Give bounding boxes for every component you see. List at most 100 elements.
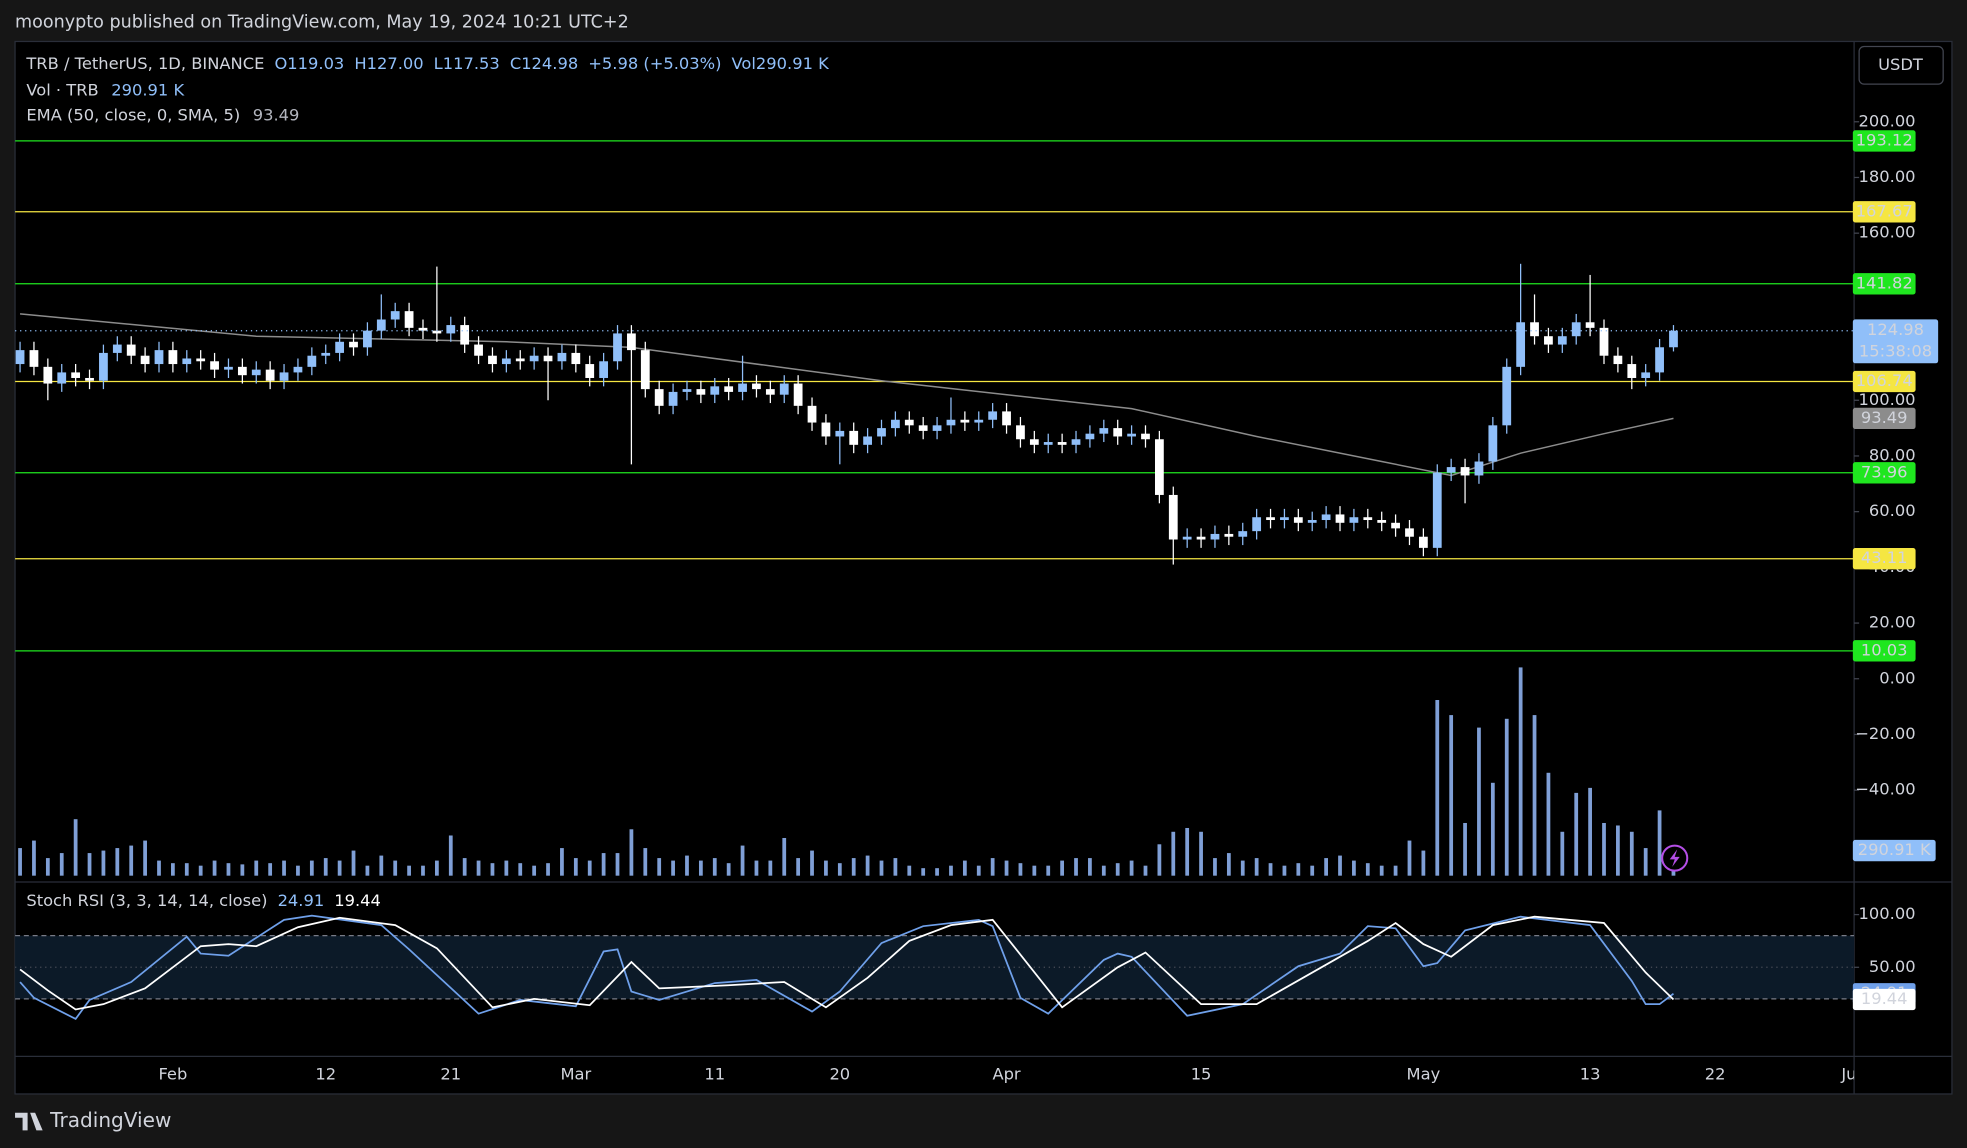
volume-bar: [32, 840, 36, 876]
legend-vol-title: Vol · TRB: [26, 80, 98, 99]
candle-body: [1307, 520, 1317, 523]
candle-body: [1168, 494, 1178, 540]
candle-body: [460, 325, 470, 345]
volume-bar: [893, 858, 898, 876]
alert-bolt[interactable]: [1669, 849, 1680, 867]
y-tick-label: 160.00: [1859, 223, 1916, 242]
alert-icon[interactable]: [1661, 844, 1689, 872]
candle-body: [1502, 366, 1512, 426]
volume-bar: [837, 863, 842, 876]
volume-bar: [198, 865, 203, 876]
y-tick-label: 100.00: [1859, 390, 1916, 409]
volume-bar: [1588, 787, 1592, 876]
volume-bar: [1532, 715, 1537, 876]
volume-bar: [1060, 860, 1065, 876]
candle-body: [1516, 322, 1526, 367]
candle-body: [779, 383, 789, 395]
x-tick-label: May: [1407, 1065, 1441, 1084]
candle-body: [835, 430, 845, 437]
volume-bar: [1282, 865, 1287, 876]
volume-bar: [990, 858, 995, 876]
x-tick-label: 20: [829, 1065, 850, 1084]
footer-logo[interactable]: TradingView: [15, 1108, 171, 1132]
volume-bar: [1490, 782, 1495, 876]
volume-bar: [240, 864, 245, 876]
volume-bar: [1574, 792, 1579, 876]
volume-bar: [1379, 865, 1384, 876]
candle-body: [265, 369, 275, 381]
volume-bar: [462, 858, 467, 876]
volume-bar: [129, 845, 134, 876]
level-label: 73.96: [1861, 462, 1908, 481]
volume-bar: [87, 853, 92, 876]
volume-bar: [671, 860, 675, 876]
candle-body: [1224, 533, 1234, 537]
y-tick-label: −20.00: [1855, 724, 1915, 743]
stoch-pane: [15, 914, 1855, 1021]
volume-bar: [1365, 863, 1370, 876]
candle-body: [1585, 322, 1595, 328]
currency-button[interactable]: [1858, 45, 1944, 85]
volume-bar: [1157, 844, 1162, 876]
candle-body: [724, 386, 734, 392]
volume-bar: [1504, 718, 1509, 876]
logo-text[interactable]: TradingView: [49, 1108, 171, 1132]
countdown-label: 15:38:08: [1859, 342, 1932, 361]
candle-body: [1280, 517, 1289, 521]
volume-label: 290.91 K: [1858, 840, 1932, 859]
logo-mark[interactable]: [15, 1112, 43, 1131]
x-tick-label: 11: [704, 1065, 725, 1084]
candle-body: [446, 325, 456, 334]
y-tick-label: 180.00: [1859, 167, 1916, 186]
candle-body: [1141, 433, 1150, 440]
volume-bar: [587, 860, 592, 876]
volume-bar: [1421, 850, 1426, 876]
volume-bar: [1018, 863, 1023, 876]
y-tick-label: −40.00: [1855, 780, 1915, 799]
candle-body: [1293, 517, 1303, 523]
level-label: 141.82: [1856, 273, 1913, 292]
candle-body: [974, 419, 984, 423]
level-label: 193.12: [1856, 130, 1913, 149]
legend-stoch-d: 19.44: [334, 890, 381, 909]
candle-body: [1002, 411, 1011, 426]
volume-bar: [379, 855, 384, 876]
x-tick-label: 22: [1705, 1065, 1726, 1084]
currency-label[interactable]: USDT: [1878, 55, 1923, 74]
candle-body: [1669, 330, 1678, 348]
x-tick-label: Feb: [158, 1065, 187, 1084]
volume-bar: [1088, 858, 1092, 876]
stoch-line: [19, 915, 1675, 1011]
volume-bar: [1463, 822, 1467, 876]
volume-bar: [1004, 860, 1009, 876]
volume-bar: [435, 860, 439, 876]
volume-bar: [1032, 865, 1037, 876]
y-tick-label: 100.00: [1859, 904, 1916, 923]
candle-body: [1460, 467, 1470, 476]
volume-bar: [1226, 853, 1231, 876]
volume-bar: [712, 858, 717, 876]
candle-body: [877, 428, 886, 437]
volume-bar: [726, 863, 731, 876]
candle-body: [1252, 517, 1262, 532]
volume-bar: [282, 860, 286, 876]
level-label-box: [1852, 370, 1916, 393]
y-tick-label: 20.00: [1869, 613, 1916, 632]
volume-bar: [448, 835, 453, 876]
candle-body: [904, 419, 914, 426]
volume-bar: [1143, 865, 1148, 876]
candle-body: [168, 350, 178, 365]
candle-body: [696, 389, 706, 395]
volume-bar: [532, 865, 537, 876]
candle-body: [1029, 439, 1039, 445]
volume-bar: [796, 858, 801, 876]
candle-body: [237, 366, 247, 376]
volume-bar: [45, 858, 50, 876]
candle-body: [1418, 536, 1428, 548]
candle-body: [432, 330, 442, 334]
candle-body: [140, 355, 150, 365]
candle-body: [738, 383, 747, 392]
level-label: 167.67: [1856, 201, 1913, 220]
x-tick-label: 13: [1580, 1065, 1601, 1084]
